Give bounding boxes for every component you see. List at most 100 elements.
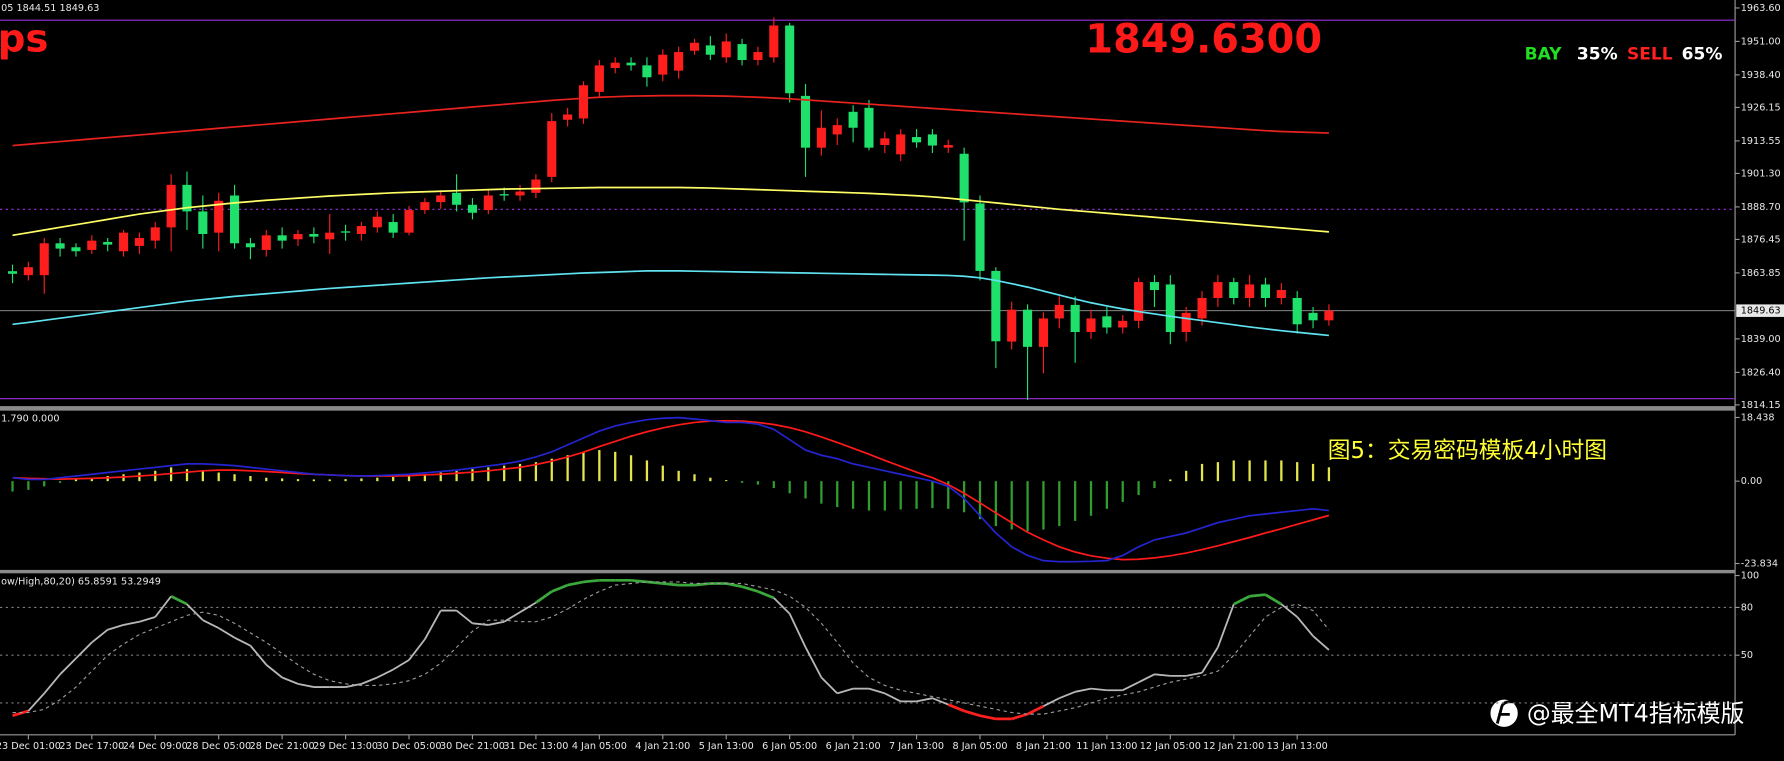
candle-body	[1038, 318, 1048, 347]
candle-body	[515, 191, 525, 196]
candle-body	[848, 111, 858, 128]
line-segment	[154, 595, 172, 618]
candle-body	[87, 240, 97, 250]
x-tick-label: 23 Dec 01:00	[0, 741, 61, 752]
line-segment	[694, 582, 711, 587]
x-tick-label: 8 Jan 05:00	[952, 741, 1007, 752]
line-segment	[1058, 690, 1076, 700]
candle-body	[832, 125, 842, 135]
candle-body	[737, 44, 747, 61]
line-segment	[1043, 697, 1060, 707]
y-tick-label: 1888.70	[1741, 202, 1781, 213]
line-segment	[59, 657, 77, 675]
histogram-bar	[1216, 462, 1220, 482]
histogram-bar	[1058, 481, 1061, 527]
line-segment	[170, 595, 188, 606]
histogram-bar	[899, 481, 902, 510]
histogram-bar	[725, 480, 728, 482]
line-segment	[567, 580, 584, 587]
line-segment	[297, 682, 315, 688]
line-segment	[202, 619, 220, 629]
y-tick-label: 1839.00	[1741, 334, 1781, 345]
line-segment	[836, 687, 854, 695]
histogram-bar	[1264, 460, 1267, 482]
sentiment-label: BAY	[1525, 45, 1563, 65]
line-segment	[249, 645, 267, 666]
annotation: 图5：交易密码模板4小时图	[1328, 438, 1607, 464]
line-segment	[519, 601, 537, 613]
candle-body	[864, 107, 874, 148]
candle-body	[1118, 320, 1128, 328]
candle-body	[1134, 282, 1144, 321]
series-line	[12, 186, 1329, 237]
panel-header: 05 1844.51 1849.63	[1, 3, 99, 14]
watermark: @最全MT4指标模版	[1490, 699, 1744, 727]
y-tick-label: 1814.15	[1741, 400, 1781, 411]
last-price-label: 1849.63	[1741, 306, 1781, 317]
symbol-label: ps	[0, 16, 48, 61]
candle-body	[1086, 318, 1096, 332]
histogram-bar	[518, 463, 522, 482]
line-segment	[75, 641, 93, 660]
line-segment	[1185, 671, 1203, 677]
x-tick-label: 24 Dec 09:00	[123, 741, 188, 752]
candle-body	[452, 192, 462, 205]
histogram-bar	[1311, 463, 1315, 482]
y-tick-label: 1913.55	[1741, 136, 1781, 147]
candle-body	[531, 179, 541, 193]
line-segment	[376, 668, 394, 679]
histogram-bar	[281, 478, 284, 482]
histogram-bar	[931, 481, 934, 509]
histogram-bar	[487, 467, 490, 482]
x-tick-label: 12 Jan 05:00	[1140, 741, 1201, 752]
histogram-bar	[1169, 479, 1172, 482]
line-segment	[725, 582, 743, 589]
y-tick-label: 1826.40	[1741, 367, 1781, 378]
histogram-bar	[1185, 470, 1188, 482]
line-segment	[1154, 673, 1171, 677]
histogram-bar	[312, 479, 315, 482]
candle-body	[261, 235, 271, 250]
candle-body	[563, 114, 573, 120]
x-tick-label: 12 Jan 21:00	[1203, 741, 1264, 752]
histogram-bar	[804, 481, 807, 499]
candle-body	[467, 204, 478, 213]
y-tick-label: -23.834	[1741, 559, 1778, 570]
histogram-bar	[233, 474, 236, 482]
candle-body	[245, 243, 255, 248]
line-segment	[392, 659, 410, 671]
x-tick-label: 7 Jan 13:00	[889, 741, 944, 752]
candle-body	[785, 25, 795, 94]
candle-body	[118, 232, 129, 252]
line-segment	[1011, 712, 1028, 721]
candle-body	[642, 65, 652, 78]
histogram-bar	[677, 470, 680, 482]
candle-body	[1102, 316, 1112, 328]
y-tick-label: 18.438	[1741, 412, 1775, 423]
line-segment	[488, 620, 505, 626]
x-tick-label: 31 Dec 13:00	[503, 741, 568, 752]
histogram-bar	[407, 475, 411, 482]
candle-body	[1324, 310, 1334, 321]
panel-separator	[0, 406, 1736, 411]
candle-body	[404, 210, 414, 233]
histogram-bar	[328, 479, 331, 482]
panel-separator	[0, 569, 1736, 574]
candle-body	[436, 195, 446, 203]
line-segment	[12, 709, 29, 718]
histogram-bar	[1026, 481, 1029, 532]
histogram-bar	[1248, 460, 1251, 482]
series-line	[12, 270, 1330, 337]
histogram-bar	[598, 450, 601, 482]
histogram-bar	[709, 477, 712, 482]
series-line	[12, 581, 1330, 715]
histogram-bar	[154, 470, 157, 482]
candle-body	[991, 270, 1001, 342]
histogram-bar	[661, 465, 664, 482]
candle-body	[55, 243, 65, 249]
y-tick-label: 1926.15	[1741, 102, 1781, 113]
line-segment	[456, 609, 474, 625]
x-tick-label: 28 Dec 21:00	[250, 741, 315, 752]
